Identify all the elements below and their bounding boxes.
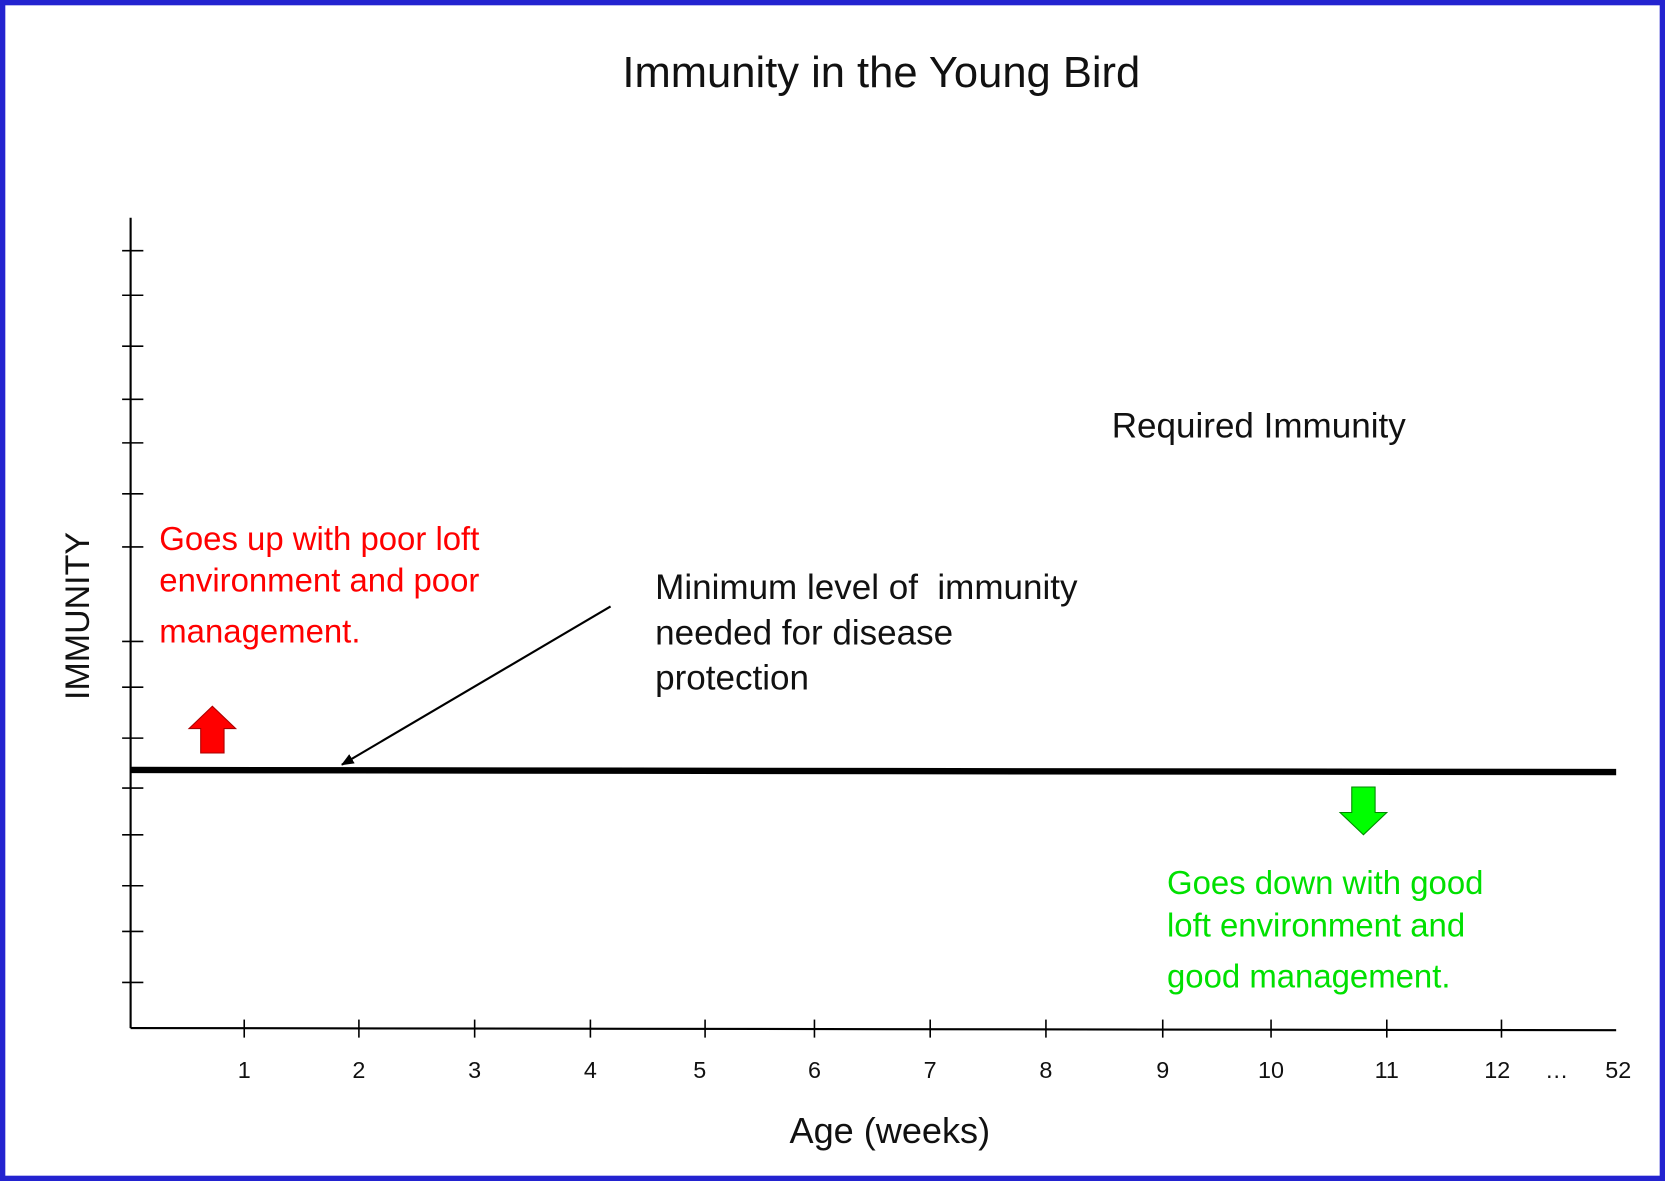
x-tick-label: 2 xyxy=(352,1057,365,1083)
x-tick-label: 9 xyxy=(1156,1057,1169,1083)
title: Immunity in the Young Bird xyxy=(622,49,1140,97)
x-axis-label: Age (weeks) xyxy=(790,1110,991,1151)
note-line: loft environment and xyxy=(1167,907,1465,944)
x-tick-label: 52 xyxy=(1605,1057,1631,1083)
x-tick-label: 10 xyxy=(1258,1057,1284,1083)
x-tick-label: 7 xyxy=(924,1057,937,1083)
y-ticks xyxy=(122,249,144,984)
x-tick-label: 11 xyxy=(1375,1057,1399,1083)
note-line: Goes down with good xyxy=(1167,864,1483,901)
x-tick-label: 5 xyxy=(693,1057,706,1083)
x-ticks: 1 2 3 4 5 6 7 8 9 10 11 12… 52 xyxy=(238,1019,1631,1083)
pointer-arrow xyxy=(341,605,612,766)
note-line: good management. xyxy=(1167,958,1451,995)
x-tick-label: … xyxy=(1545,1057,1568,1083)
note-line: environment and poor xyxy=(159,562,479,599)
x-axis xyxy=(130,1027,1617,1032)
note-line: protection xyxy=(655,658,809,697)
note-line: Goes up with poor loft xyxy=(159,520,479,557)
x-tick-label: 12 xyxy=(1484,1057,1510,1083)
up-note: Goes up with poor loft environment and p… xyxy=(159,520,479,649)
required-line xyxy=(130,766,1617,776)
x-tick-label: 4 xyxy=(584,1057,597,1083)
down-note: Goes down with good loft environment and… xyxy=(1167,864,1483,994)
x-tick-label: 8 xyxy=(1039,1057,1052,1083)
x-tick-label: 6 xyxy=(808,1057,821,1083)
note-line: Minimum level of immunity xyxy=(655,568,1078,607)
required-label: Required Immunity xyxy=(1112,407,1406,446)
note-line: needed for disease xyxy=(655,614,953,653)
note-line: management. xyxy=(159,613,360,650)
minimum-note: Minimum level of immunity needed for dis… xyxy=(655,568,1078,697)
up-arrow xyxy=(187,705,238,754)
y-axis-label: IMMUNITY xyxy=(59,532,97,700)
down-arrow xyxy=(1338,786,1389,836)
x-tick-label: 3 xyxy=(468,1057,481,1083)
x-tick-label: 1 xyxy=(238,1057,251,1083)
